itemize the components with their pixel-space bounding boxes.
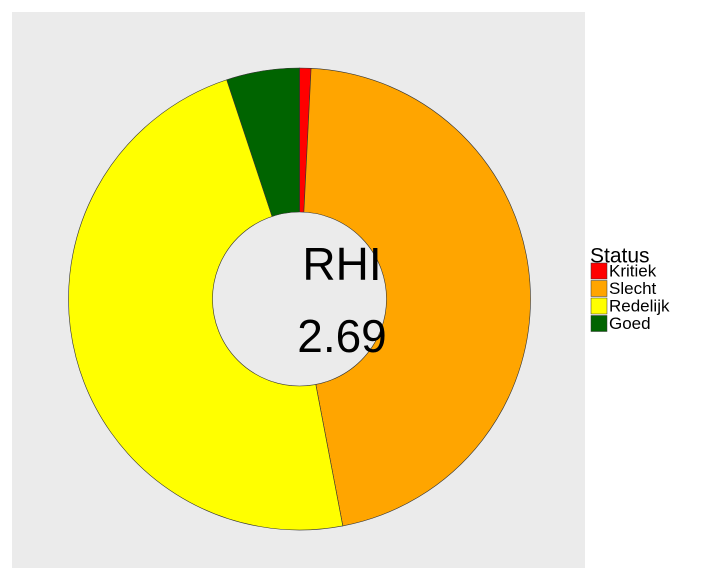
legend-title: Status [590, 245, 650, 268]
legend-label: Goed [609, 314, 651, 333]
center-title: RHI [302, 238, 381, 290]
legend-key [590, 280, 608, 297]
donut-hole [212, 211, 387, 387]
legend-key [590, 297, 608, 315]
legend-label: Kritiek [609, 261, 657, 280]
slice [299, 67, 531, 527]
center-value: 2.69 [297, 310, 387, 362]
legend-key [590, 262, 608, 280]
legend-key [590, 315, 608, 332]
legend-label: Redelijk [609, 296, 670, 315]
legend-label: Slecht [609, 279, 657, 298]
slice [68, 79, 344, 531]
